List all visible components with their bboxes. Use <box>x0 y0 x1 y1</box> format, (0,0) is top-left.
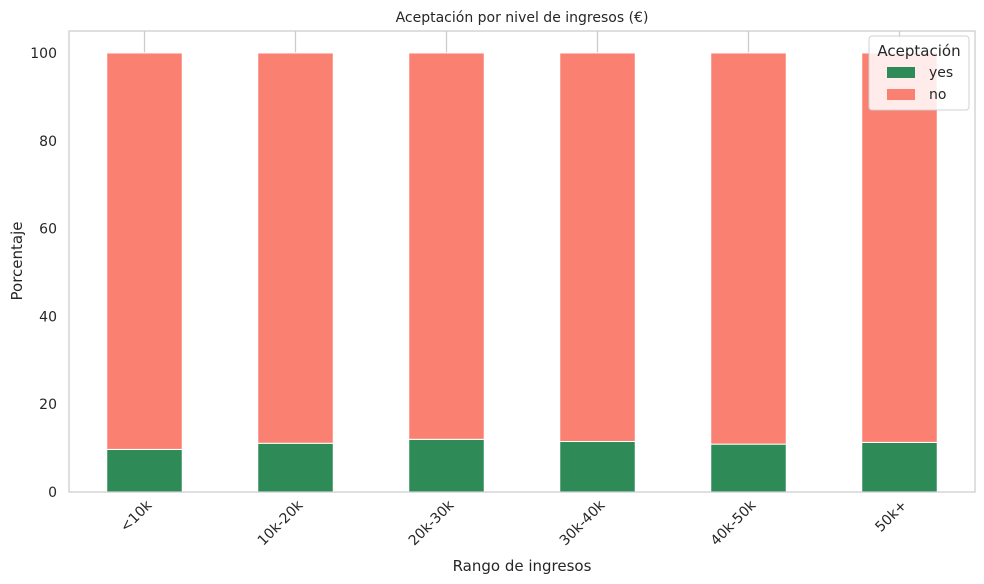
bar-yes <box>559 441 636 493</box>
x-tick-label: <10k <box>117 497 156 536</box>
bar-no <box>559 52 636 443</box>
bar-no <box>106 52 183 450</box>
legend-items: yes no <box>887 65 953 103</box>
chart-title: Aceptación por nivel de ingresos (€) <box>396 10 649 26</box>
bar-yes <box>710 443 787 493</box>
x-tick-label: 30k-40k <box>557 497 609 549</box>
legend-label-no: no <box>929 87 946 103</box>
bar-no <box>861 52 938 443</box>
x-tick-label: 50k+ <box>872 498 910 536</box>
y-tick-label: 60 <box>39 222 57 238</box>
bars <box>106 52 938 493</box>
bar-yes <box>408 438 485 493</box>
bar-no <box>408 52 485 440</box>
legend-swatch-no <box>887 89 915 100</box>
x-tick-label: 40k-50k <box>708 497 760 549</box>
legend-swatch-yes <box>887 67 915 78</box>
y-axis-ticks: 0 20 40 60 80 100 <box>30 46 57 501</box>
y-tick-label: 80 <box>39 134 57 150</box>
bar-no <box>257 52 334 444</box>
x-tick-label: 10k-20k <box>255 497 307 549</box>
bar-yes <box>257 442 334 493</box>
y-tick-label: 0 <box>48 485 57 501</box>
plot-frame <box>68 30 976 493</box>
y-tick-label: 20 <box>39 397 57 413</box>
legend-label-yes: yes <box>929 65 953 81</box>
y-axis-label: Porcentaje <box>8 222 26 301</box>
x-axis-label: Rango de ingresos <box>453 557 592 575</box>
y-tick-label: 40 <box>39 309 57 325</box>
x-tick-label: 20k-30k <box>406 497 458 549</box>
legend-title: Aceptación <box>877 42 960 60</box>
bar-yes <box>106 448 183 493</box>
x-axis-ticks: <10k 10k-20k 20k-30k 30k-40k 40k-50k 50k+ <box>117 497 910 549</box>
legend: Aceptación yes no <box>868 35 970 111</box>
bar-yes <box>861 441 938 493</box>
y-tick-label: 100 <box>30 46 57 62</box>
bar-no <box>710 52 787 445</box>
